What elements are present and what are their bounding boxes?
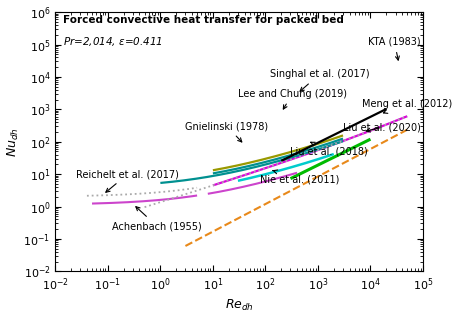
X-axis label: $Re_{dh}$: $Re_{dh}$ [224, 298, 253, 314]
Text: Forced convective heat transfer for packed bed: Forced convective heat transfer for pack… [62, 15, 343, 25]
Text: Singhal et al. (2017): Singhal et al. (2017) [269, 70, 369, 91]
Text: KTA (1983): KTA (1983) [367, 37, 420, 60]
Y-axis label: $Nu_{dh}$: $Nu_{dh}$ [6, 127, 21, 157]
Text: Gnielinski (1978): Gnielinski (1978) [185, 121, 268, 142]
Text: Lee and Chung (2019): Lee and Chung (2019) [237, 89, 346, 109]
Text: Achenbach (1955): Achenbach (1955) [112, 207, 202, 231]
Text: Reichelt et al. (2017): Reichelt et al. (2017) [76, 169, 179, 192]
Text: Liu et al. (2020): Liu et al. (2020) [342, 122, 420, 132]
Text: $Pr$=2,014, $\varepsilon$=0.411: $Pr$=2,014, $\varepsilon$=0.411 [62, 35, 162, 48]
Text: Liu et al. (2018): Liu et al. (2018) [290, 142, 368, 157]
Text: Nie et al. (2011): Nie et al. (2011) [260, 170, 339, 184]
Text: Meng et al. (2012): Meng et al. (2012) [362, 99, 452, 113]
